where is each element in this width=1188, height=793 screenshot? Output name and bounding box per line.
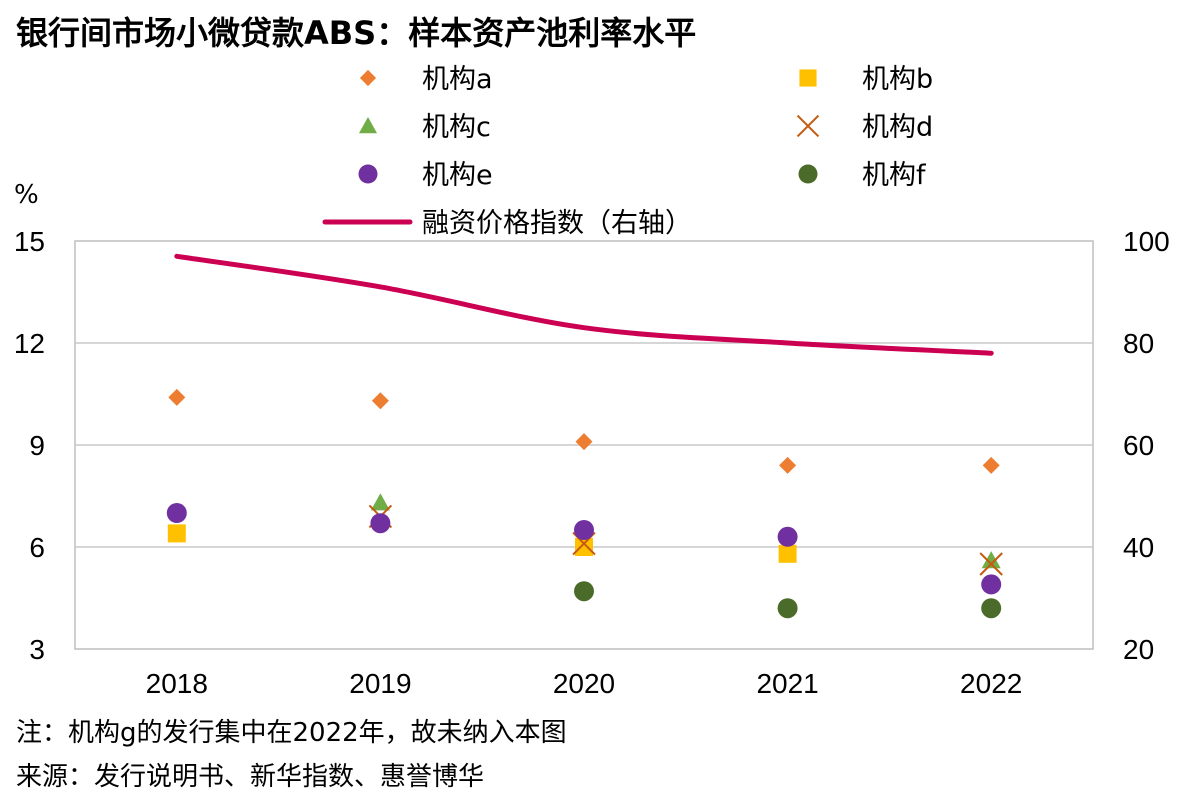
left-tick-label: 9 bbox=[29, 430, 45, 461]
legend-label: 机构a bbox=[422, 64, 493, 95]
data-point-机构f bbox=[574, 581, 594, 602]
left-tick-label: 12 bbox=[14, 328, 45, 359]
data-point-机构b bbox=[778, 544, 797, 563]
x-tick-label: 2020 bbox=[553, 668, 615, 699]
legend-label: 融资价格指数（右轴） bbox=[422, 208, 692, 239]
legend-label: 机构d bbox=[862, 112, 933, 143]
legend-swatch bbox=[358, 116, 378, 134]
x-tick-label: 2019 bbox=[349, 668, 411, 699]
data-point-机构e bbox=[370, 513, 391, 534]
right-tick-label: 100 bbox=[1123, 226, 1170, 257]
footnote: 注：机构g的发行集中在2022年，故未纳入本图 bbox=[16, 718, 567, 748]
legend-swatch bbox=[798, 164, 818, 184]
left-tick-label: 15 bbox=[14, 226, 45, 257]
x-tick-label: 2018 bbox=[146, 668, 208, 699]
right-tick-label: 20 bbox=[1123, 634, 1154, 665]
data-point-机构b bbox=[575, 538, 593, 556]
left-tick-label: 6 bbox=[29, 532, 45, 563]
data-point-机构c bbox=[981, 551, 1001, 569]
data-point-机构f bbox=[981, 598, 1002, 619]
legend-swatch bbox=[799, 69, 817, 87]
data-point-机构c bbox=[370, 493, 390, 511]
legend-label: 机构f bbox=[862, 160, 927, 191]
data-point-机构a bbox=[982, 456, 1000, 474]
data-point-机构a bbox=[779, 456, 797, 474]
data-point-机构a bbox=[575, 433, 593, 451]
data-point-机构d bbox=[979, 552, 1003, 576]
data-point-机构e bbox=[574, 520, 594, 540]
data-point-机构e bbox=[166, 503, 187, 523]
data-point-机构f bbox=[777, 598, 798, 619]
data-point-机构b bbox=[167, 524, 186, 543]
right-tick-label: 60 bbox=[1123, 430, 1154, 461]
legend-label: 机构c bbox=[422, 112, 491, 143]
data-point-机构e bbox=[981, 574, 1002, 595]
x-tick-label: 2022 bbox=[960, 668, 1022, 699]
data-point-机构e bbox=[777, 526, 798, 547]
x-tick-label: 2021 bbox=[756, 668, 818, 699]
left-axis-unit: % bbox=[14, 180, 39, 210]
data-point-机构a bbox=[168, 388, 186, 406]
left-tick-label: 3 bbox=[29, 634, 45, 665]
data-point-机构a bbox=[371, 392, 389, 410]
legend-swatch bbox=[359, 69, 377, 87]
legend-label: 机构e bbox=[422, 160, 493, 191]
chart-title: 银行间市场小微贷款ABS：样本资产池利率水平 bbox=[16, 14, 697, 52]
legend-label: 机构b bbox=[862, 64, 933, 95]
legend-swatch bbox=[358, 164, 378, 184]
source-note: 来源：发行说明书、新华指数、惠誉博华 bbox=[16, 762, 485, 792]
legend-swatch bbox=[796, 114, 820, 138]
right-tick-label: 80 bbox=[1123, 328, 1154, 359]
series-line-index bbox=[174, 253, 994, 356]
right-tick-label: 40 bbox=[1123, 532, 1154, 563]
